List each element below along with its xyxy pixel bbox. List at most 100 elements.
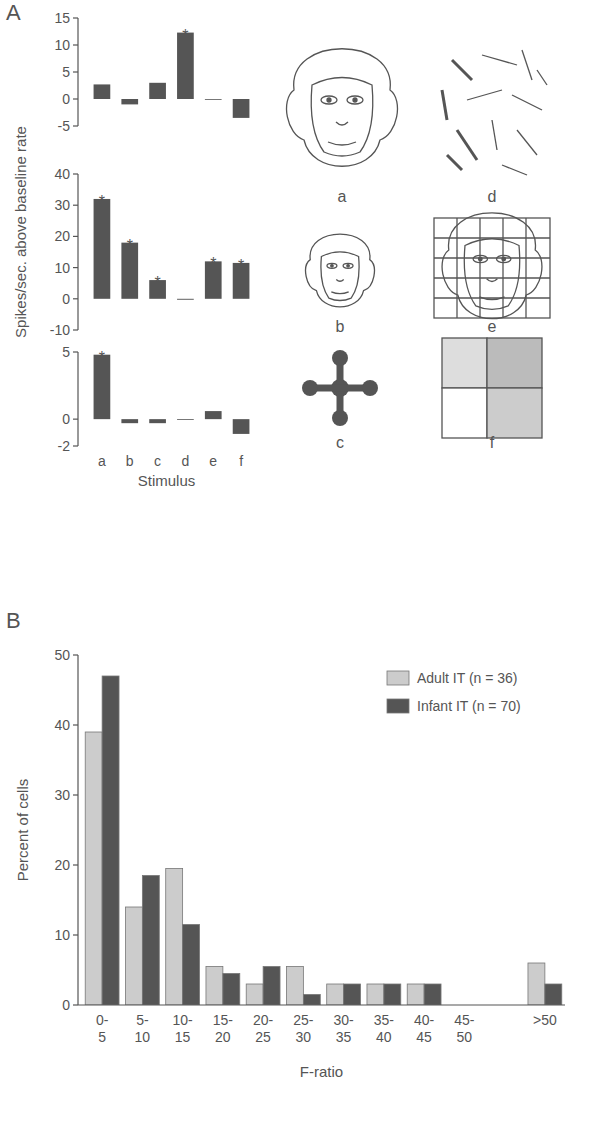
x-tick-label-line: 20-: [253, 1012, 274, 1028]
icon-line: [522, 50, 532, 80]
bar: [149, 83, 166, 99]
y-tick-label: 10: [54, 37, 70, 53]
x-tick-label-line: 30-: [334, 1012, 355, 1028]
bar: [263, 967, 280, 1006]
y-tick-label: 15: [54, 10, 70, 26]
y-tick: [73, 724, 78, 725]
icon-eye: [347, 96, 363, 104]
bar: [94, 84, 111, 99]
plot-area: [85, 676, 562, 1005]
icon-grid-line: [456, 218, 457, 318]
bar: [177, 419, 194, 421]
plot-area: [94, 199, 250, 300]
y-tick-label: 20: [54, 857, 70, 873]
icon-face: [311, 78, 373, 157]
bar: [223, 974, 240, 1006]
bar: [183, 925, 200, 1006]
significance-mark: *: [238, 257, 244, 274]
y-tick-label: 0: [62, 997, 70, 1013]
bar: [205, 99, 222, 101]
icon-line: [452, 60, 472, 80]
x-tick-label-line: 45: [416, 1029, 432, 1045]
x-tick-label-line: 10: [135, 1029, 151, 1045]
legend-label: Adult IT (n = 36): [417, 670, 518, 686]
stimulus-letter: b: [336, 318, 345, 335]
legend: Adult IT (n = 36)Infant IT (n = 70): [387, 670, 521, 714]
icon-grid-line: [434, 237, 550, 238]
significance-mark: *: [210, 255, 216, 272]
x-tick-label-line: 5-: [136, 1012, 149, 1028]
x-tick-label: 10-15: [173, 1012, 194, 1045]
icon-line: [492, 120, 497, 150]
icon-cross-arm: [337, 364, 344, 388]
y-tick: [73, 654, 78, 655]
icon-mouth: [331, 292, 348, 294]
icon-cross-arm: [337, 388, 344, 412]
icon-cross-arm: [316, 385, 340, 392]
x-tick-label-line: >50: [533, 1012, 557, 1028]
icon-square: [487, 338, 542, 388]
y-axis: [77, 352, 78, 446]
y-tick: [73, 17, 78, 18]
x-tick-label-line: 25-: [293, 1012, 314, 1028]
x-tick-label: 35-40: [374, 1012, 395, 1045]
icon-eye: [343, 263, 353, 268]
bar: [246, 984, 263, 1005]
x-tick-label-line: 45-: [454, 1012, 475, 1028]
bar: [233, 419, 250, 434]
y-tick-label: 50: [54, 647, 70, 663]
icon-square: [442, 388, 487, 438]
legend-swatch: [387, 699, 409, 713]
bar: [149, 419, 166, 423]
icon-head: [306, 234, 375, 307]
bar: [177, 298, 194, 300]
icon-square: [442, 338, 487, 388]
y-tick-label: 10: [54, 927, 70, 943]
y-tick: [73, 205, 78, 206]
x-tick-label: 15-20: [213, 1012, 234, 1045]
bar: [121, 419, 138, 423]
x-tick-label-line: 5: [98, 1029, 106, 1045]
x-tick-label-line: 25: [255, 1029, 271, 1045]
x-tick-label: a: [98, 453, 106, 469]
x-tick-label: e: [209, 453, 217, 469]
x-tick-label: 5-10: [135, 1012, 151, 1045]
x-tick-label: >50: [533, 1012, 557, 1028]
bar: [166, 869, 183, 1006]
significance-mark: *: [154, 274, 160, 291]
bar: [233, 99, 250, 118]
x-tick-label-line: 0-: [96, 1012, 109, 1028]
icon-grid-frame: [434, 218, 550, 318]
y-tick: [73, 794, 78, 795]
icon-eye: [321, 96, 337, 104]
x-axis: [78, 1004, 565, 1005]
icon-nose: [336, 279, 343, 281]
bar: [286, 967, 303, 1006]
icon-cross-lobe: [332, 410, 348, 426]
icon-cross-lobe: [332, 350, 348, 366]
icon-line: [482, 55, 517, 65]
y-tick: [73, 445, 78, 446]
x-tick-label: 20-25: [253, 1012, 274, 1045]
bar: [206, 967, 223, 1006]
x-tick-label: 25-30: [293, 1012, 314, 1045]
panel-letter: A: [6, 0, 21, 25]
y-tick: [73, 173, 78, 174]
icon-line: [502, 165, 527, 175]
icon-mouth: [328, 142, 356, 145]
y-tick: [73, 71, 78, 72]
significance-mark: *: [182, 27, 188, 44]
bar: [121, 99, 138, 104]
bar: [125, 907, 142, 1005]
x-axis-title: Stimulus: [138, 472, 196, 489]
y-tick: [73, 864, 78, 865]
bar: [102, 676, 119, 1005]
icon-grid-line: [479, 218, 480, 318]
x-tick-label: f: [239, 453, 243, 469]
bar: [327, 984, 344, 1005]
icon-grid-line: [525, 218, 526, 318]
icon-pupil: [347, 265, 349, 267]
stimulus-icons: [287, 49, 550, 438]
y-tick-label: 40: [54, 717, 70, 733]
bar: [303, 995, 320, 1006]
